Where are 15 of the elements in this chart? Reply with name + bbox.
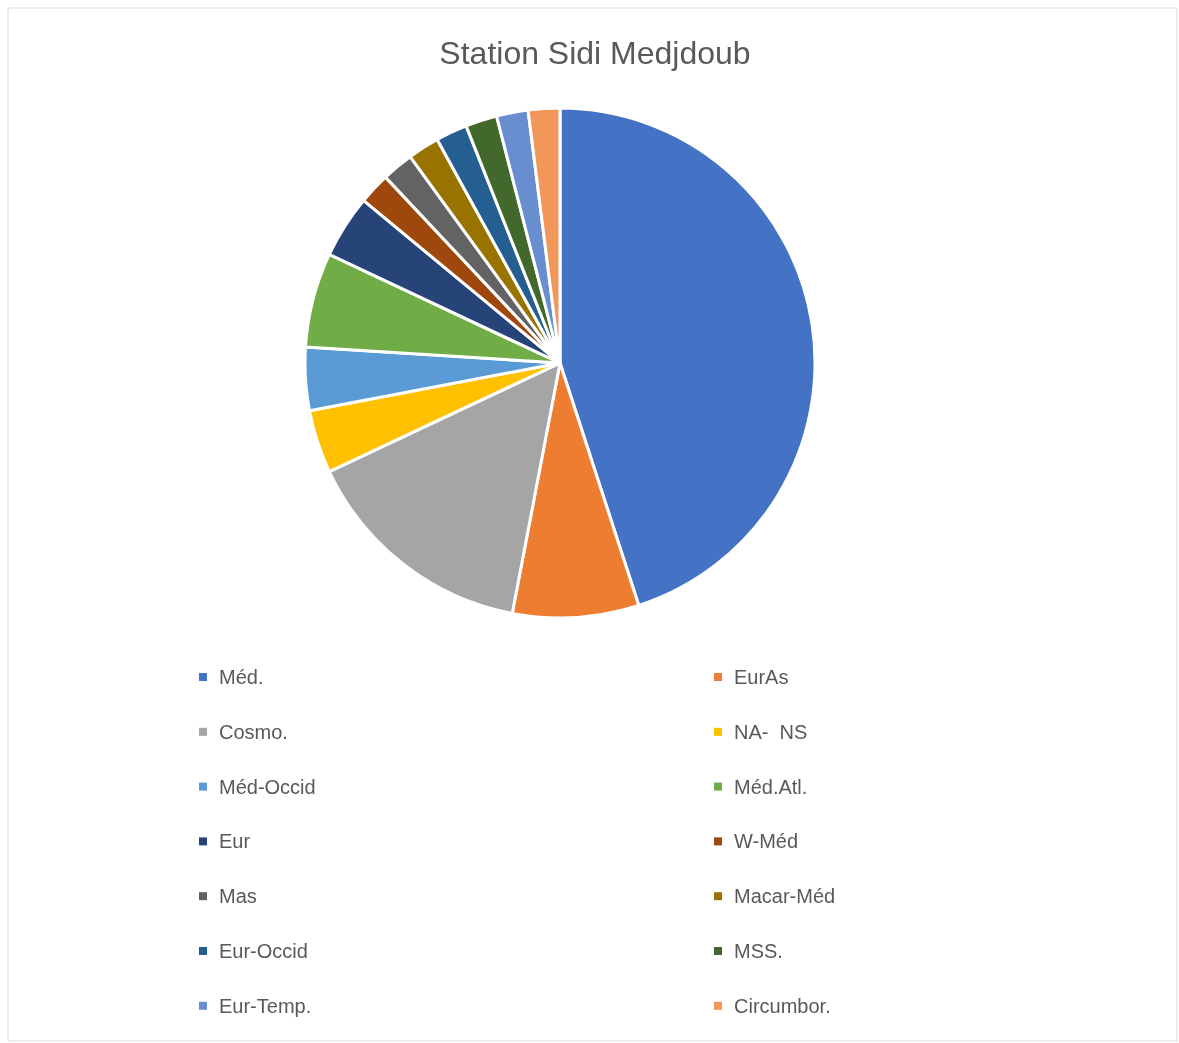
legend-label: Eur (219, 830, 251, 853)
chart-title: Station Sidi Medjdoub (439, 35, 751, 71)
legend-label: Macar-Méd (734, 885, 836, 908)
legend-label: Méd-Occid (219, 775, 316, 798)
legend-label: W-Méd (734, 830, 799, 853)
legend-label: Méd.Atl. (734, 775, 808, 798)
legend-label: Mas (219, 885, 257, 908)
legend-label: Circumbor. (734, 994, 831, 1017)
legend-label: MSS. (734, 940, 783, 962)
legend-label: Cosmo. (219, 720, 288, 743)
legend-label: EurAs (734, 666, 789, 688)
legend-label: Méd. (219, 666, 264, 688)
legend-label: NA- NS (734, 720, 808, 743)
legend-label: Eur-Temp. (219, 994, 312, 1017)
legend-label: Eur-Occid (219, 940, 308, 962)
